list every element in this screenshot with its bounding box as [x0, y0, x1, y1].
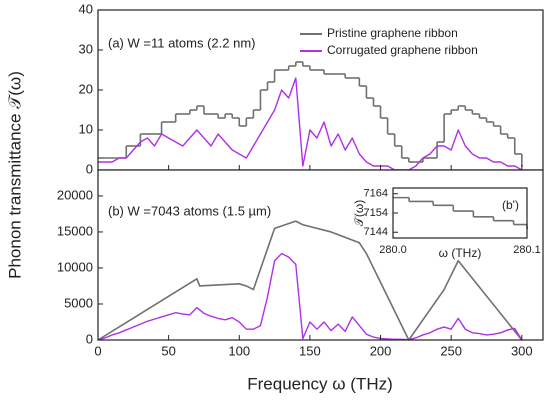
axes-frame: [97, 169, 544, 341]
x-tick-label: 0: [94, 343, 101, 358]
inset-annotation: (b'): [502, 198, 519, 212]
x-tick-label: 50: [161, 343, 175, 358]
series-line: [98, 77, 523, 171]
y-tick-label: 10: [79, 121, 93, 136]
series-line: [97, 220, 523, 341]
x-tick-label: 150: [299, 343, 321, 358]
plot-area: [98, 10, 543, 170]
legend-label: Pristine graphene ribbon: [327, 26, 458, 40]
annotation: (a) W =11 atoms (2.2 nm): [108, 35, 256, 50]
y-tick-label: 20: [79, 81, 93, 96]
legend-label: Corrugated graphene ribbon: [327, 43, 478, 57]
x-tick-label: 100: [228, 343, 250, 358]
x-axis-label: Frequency ω (THz): [247, 374, 393, 393]
y-tick-label: 7164: [364, 188, 388, 200]
x-tick-label: 300: [511, 343, 533, 358]
y-tick-label: 20000: [57, 187, 93, 202]
x-tick-label: 200: [370, 343, 392, 358]
inset-y-label: 𝒯(ω): [352, 200, 366, 227]
x-tick-label: 280.1: [513, 244, 541, 256]
x-tick-label: 280.0: [379, 244, 407, 256]
inset-x-label: ω (THz): [439, 246, 482, 260]
y-tick-label: 0: [86, 331, 93, 346]
y-tick-label: 5000: [64, 295, 93, 310]
y-tick-label: 10000: [57, 259, 93, 274]
y-tick-label: 40: [79, 1, 93, 16]
y-tick-label: 0: [86, 161, 93, 176]
plot-area: [393, 188, 527, 238]
annotation: (b) W =7043 atoms (1.5 µm): [108, 203, 271, 218]
y-tick-label: 15000: [57, 223, 93, 238]
y-tick-label: 7154: [364, 207, 388, 219]
y-tick-label: 30: [79, 41, 93, 56]
y-tick-label: 7144: [364, 226, 388, 238]
x-tick-label: 250: [440, 343, 462, 358]
series-line: [97, 252, 523, 341]
y-axis-label: Phonon transmittance 𝒯(ω): [5, 71, 24, 279]
